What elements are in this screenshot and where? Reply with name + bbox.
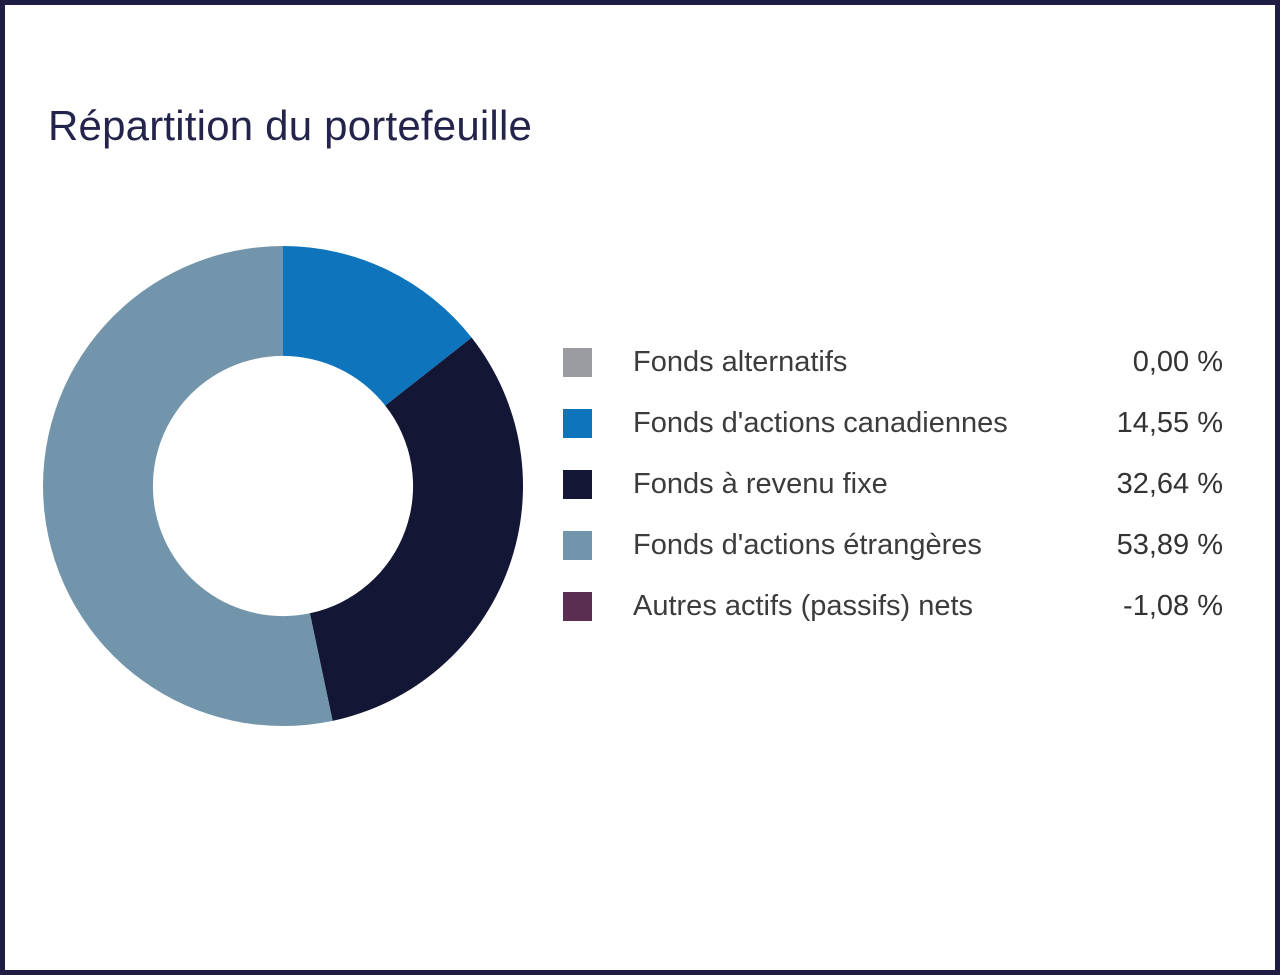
legend-swatch — [563, 470, 592, 499]
legend-row: Fonds alternatifs 0,00 % — [563, 332, 1223, 393]
donut-chart — [43, 246, 523, 726]
legend-label: Fonds d'actions étrangères — [633, 529, 982, 561]
legend-value: 14,55 % — [1116, 407, 1223, 439]
legend-value: 53,89 % — [1116, 529, 1223, 561]
legend: Fonds alternatifs 0,00 % Fonds d'actions… — [563, 332, 1223, 637]
legend-swatch — [563, 531, 592, 560]
legend-row: Autres actifs (passifs) nets -1,08 % — [563, 576, 1223, 637]
donut-segment — [283, 246, 472, 406]
legend-value: 32,64 % — [1116, 468, 1223, 500]
legend-value: 0,00 % — [1132, 346, 1223, 378]
legend-value: -1,08 % — [1123, 590, 1223, 622]
legend-label: Autres actifs (passifs) nets — [633, 590, 974, 622]
legend-row: Fonds d'actions canadiennes 14,55 % — [563, 393, 1223, 454]
legend-row: Fonds d'actions étrangères 53,89 % — [563, 515, 1223, 576]
legend-label: Fonds alternatifs — [633, 346, 848, 378]
donut-segment — [43, 246, 333, 726]
legend-swatch — [563, 348, 592, 377]
legend-label: Fonds à revenu fixe — [633, 468, 888, 500]
chart-title: Répartition du portefeuille — [48, 102, 533, 149]
legend-swatch — [563, 592, 592, 621]
donut-chart-svg — [43, 246, 523, 726]
legend-label: Fonds d'actions canadiennes — [633, 407, 1008, 439]
donut-segment — [309, 337, 523, 721]
legend-row: Fonds à revenu fixe 32,64 % — [563, 454, 1223, 515]
legend-swatch — [563, 409, 592, 438]
